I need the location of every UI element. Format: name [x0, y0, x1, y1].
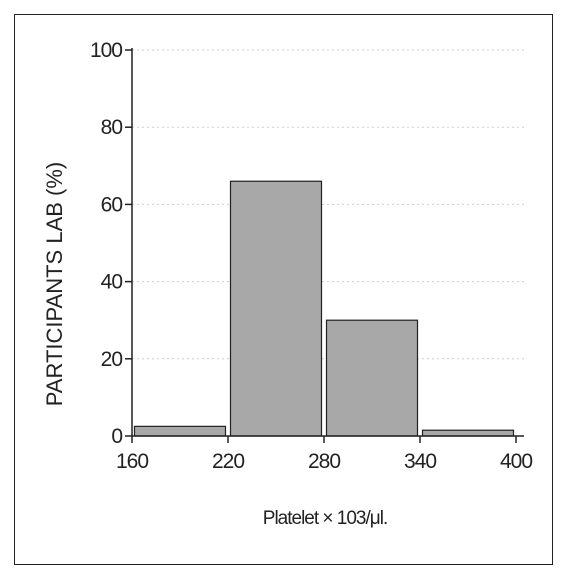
x-tick-label: 340	[404, 450, 436, 473]
y-tick-label: 0	[111, 425, 122, 448]
x-axis-label: Platelet × 103/μl.	[263, 508, 387, 529]
bar	[325, 319, 419, 437]
x-tick-label: 280	[308, 450, 340, 473]
y-ticks: 0 20 40 60 80 100	[90, 39, 132, 448]
y-axis-label: PARTICIPANTS LAB (%)	[42, 162, 67, 407]
bar	[421, 429, 515, 437]
bars	[133, 180, 515, 437]
bar	[229, 180, 323, 437]
grid-lines	[132, 49, 524, 360]
y-tick-label: 100	[90, 39, 122, 62]
x-ticks: 160 220 280 340 400	[116, 436, 533, 473]
x-tick-label: 400	[500, 450, 532, 473]
y-tick-label: 80	[101, 116, 123, 139]
axes	[131, 48, 524, 437]
x-tick-label: 220	[212, 450, 244, 473]
x-tick-label: 160	[116, 450, 148, 473]
bar	[133, 425, 227, 437]
y-tick-label: 40	[101, 271, 123, 294]
y-tick-label: 60	[101, 193, 123, 216]
y-tick-label: 20	[101, 348, 123, 371]
